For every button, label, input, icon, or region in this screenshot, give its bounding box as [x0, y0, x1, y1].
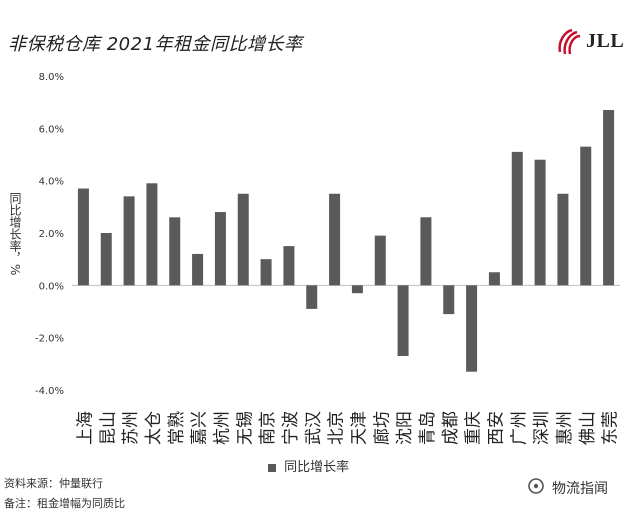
bar: [557, 193, 569, 286]
x-tick-label: 青岛: [418, 411, 438, 445]
x-tick-label: 深圳: [532, 411, 552, 445]
bar: [511, 151, 523, 286]
x-tick-label: 无锡: [235, 411, 255, 445]
x-tick-label: 苏州: [121, 411, 141, 445]
bar: [466, 285, 478, 372]
x-tick-label: 昆山: [98, 411, 118, 445]
bar: [214, 212, 226, 286]
source-note: 资料来源：仲量联行: [4, 477, 103, 490]
x-tick-label: 武汉: [304, 411, 324, 445]
x-tick-label: 杭州: [212, 411, 232, 445]
legend-label: 同比增长率: [284, 460, 350, 475]
x-tick-label: 嘉兴: [190, 411, 210, 445]
bar: [534, 159, 546, 286]
bar: [100, 233, 112, 286]
bar: [443, 285, 455, 315]
bar: [603, 110, 615, 286]
x-tick-label: 南京: [258, 411, 278, 445]
bar: [283, 246, 295, 286]
logo-text: JLL: [586, 30, 625, 52]
x-tick-label: 沈阳: [395, 411, 415, 445]
bar: [488, 272, 500, 286]
y-tick-label: 8.0%: [39, 72, 64, 83]
chart-title: 非保税仓库 2021年租金同比增长率: [8, 34, 303, 55]
y-tick-label: -4.0%: [35, 386, 64, 397]
bar: [420, 217, 432, 286]
legend-swatch: [268, 463, 276, 472]
footnote: 备注：租金增幅为同质比: [4, 497, 125, 510]
bar: [77, 188, 89, 286]
bar: [397, 285, 409, 356]
x-tick-label: 成都: [441, 411, 461, 445]
x-tick-label: 常熟: [166, 411, 187, 445]
wechat-icon: [528, 478, 544, 494]
x-tick-label: 重庆: [464, 411, 484, 445]
x-tick-label: 惠州: [555, 411, 575, 445]
bar: [374, 235, 386, 286]
bar: [260, 259, 272, 286]
x-tick-label: 廊坊: [372, 411, 392, 445]
bar: [237, 193, 249, 286]
bar: [329, 193, 341, 286]
x-tick-label: 西安: [486, 411, 506, 445]
watermark: 物流指闻: [552, 481, 608, 497]
y-tick-label: 6.0%: [39, 124, 64, 135]
bar: [192, 253, 204, 286]
bar: [580, 146, 592, 286]
x-tick-label: 东莞: [601, 411, 621, 445]
legend: 同比增长率: [268, 456, 349, 475]
x-tick-label: 佛山: [578, 411, 598, 445]
y-tick-label: 4.0%: [39, 177, 64, 188]
x-tick-label: 北京: [327, 411, 347, 445]
bar: [169, 217, 181, 286]
bar: [351, 285, 363, 294]
x-tick-label: 宁波: [281, 411, 301, 445]
y-axis-label: 同比增长率，%: [8, 192, 22, 276]
bar: [146, 183, 158, 286]
x-tick-label: 太仓: [144, 411, 164, 445]
y-tick-label: 2.0%: [39, 229, 64, 240]
bar: [123, 196, 135, 286]
x-tick-label: 上海: [75, 411, 95, 445]
x-tick-label: 天津: [349, 411, 369, 445]
x-tick-label: 广州: [509, 411, 529, 445]
bar: [306, 285, 318, 309]
y-tick-label: 0.0%: [39, 281, 64, 292]
y-tick-label: -2.0%: [35, 334, 64, 345]
jll-logo-icon: [558, 28, 581, 55]
